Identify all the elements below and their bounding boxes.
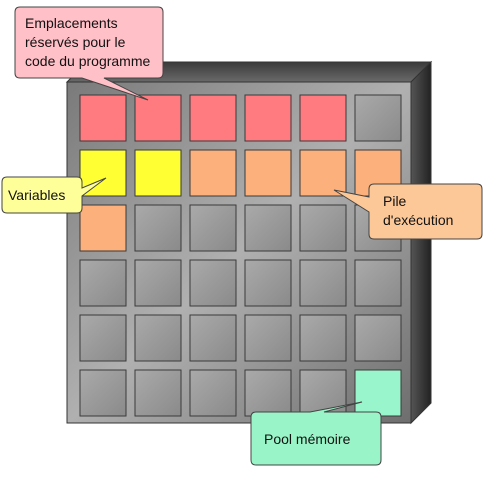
- callout-stack-line-2: d'exécution: [383, 212, 453, 228]
- memory-cell-pool: [354, 369, 402, 417]
- callout-variables: Variables: [1, 176, 107, 214]
- memory-cell-free: [299, 204, 347, 252]
- memory-cell-free: [244, 204, 292, 252]
- callout-code-line-1: Emplacements: [25, 15, 118, 31]
- memory-cell-code: [189, 94, 237, 142]
- memory-cell-free: [299, 259, 347, 307]
- memory-cell-stack: [299, 149, 347, 197]
- memory-cell-stack: [244, 149, 292, 197]
- memory-cell-free: [189, 259, 237, 307]
- memory-cell-free: [134, 204, 182, 252]
- memory-cell-free: [244, 314, 292, 362]
- memory-cell-free: [244, 259, 292, 307]
- memory-cell-code: [79, 94, 127, 142]
- memory-cell-free: [189, 314, 237, 362]
- callout-stack-line-1: Pile: [383, 193, 407, 209]
- memory-cell-free: [79, 314, 127, 362]
- memory-cell-variable: [134, 149, 182, 197]
- memory-cell-free: [354, 259, 402, 307]
- memory-cell-stack: [79, 204, 127, 252]
- memory-cell-free: [354, 314, 402, 362]
- callout-code: Emplacements réservés pour le code du pr…: [14, 6, 164, 101]
- memory-cell-stack: [189, 149, 237, 197]
- memory-cell-free: [134, 314, 182, 362]
- callout-pool-label: Pool mémoire: [264, 431, 351, 447]
- callout-code-line-2: réservés pour le: [25, 34, 126, 50]
- memory-cell-code: [134, 94, 182, 142]
- callout-code-line-3: code du programme: [25, 53, 151, 69]
- memory-cell-free: [189, 369, 237, 417]
- callout-variables-label: Variables: [8, 187, 65, 203]
- memory-cell-code: [244, 94, 292, 142]
- callout-pool-bubble: [250, 401, 382, 466]
- callout-pool: Pool mémoire: [250, 401, 382, 466]
- callout-stack: Pile d'exécution: [333, 183, 483, 240]
- memory-cell-free: [299, 314, 347, 362]
- memory-cell-free: [79, 369, 127, 417]
- memory-cell-free: [244, 369, 292, 417]
- memory-cell-free: [79, 259, 127, 307]
- memory-cell-code: [299, 94, 347, 142]
- memory-cells: [79, 94, 402, 417]
- memory-cell-free: [189, 204, 237, 252]
- memory-board-side: [410, 60, 432, 425]
- memory-cell-free: [134, 259, 182, 307]
- memory-cell-free: [134, 369, 182, 417]
- callout-variables-bubble: [1, 176, 107, 214]
- memory-cell-free: [354, 94, 402, 142]
- callout-stack-bubble: [333, 183, 483, 240]
- callout-code-bubble: [14, 6, 164, 101]
